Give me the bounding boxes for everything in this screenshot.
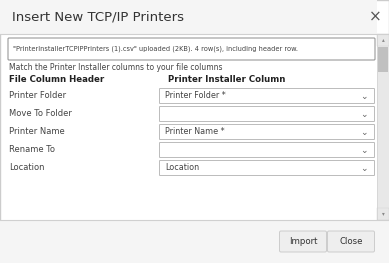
Text: ⌄: ⌄ <box>360 164 368 173</box>
Text: Close: Close <box>339 237 363 246</box>
Text: ▴: ▴ <box>382 38 384 43</box>
Bar <box>377 34 389 46</box>
Bar <box>377 34 389 220</box>
Bar <box>0 220 389 263</box>
Bar <box>378 47 388 72</box>
FancyBboxPatch shape <box>328 231 375 252</box>
Text: Printer Installer Column: Printer Installer Column <box>168 74 286 83</box>
Text: Printer Name *: Printer Name * <box>165 128 224 136</box>
FancyBboxPatch shape <box>159 124 375 139</box>
FancyBboxPatch shape <box>280 231 326 252</box>
Text: Printer Folder: Printer Folder <box>9 92 66 100</box>
Text: Printer Folder *: Printer Folder * <box>165 92 226 100</box>
Text: "PrinterInstallerTCPIPPrinters (1).csv" uploaded (2KB). 4 row(s), including head: "PrinterInstallerTCPIPPrinters (1).csv" … <box>13 46 298 52</box>
Text: Match the Printer Installer columns to your file columns: Match the Printer Installer columns to y… <box>9 63 223 73</box>
Text: ⌄: ⌄ <box>360 128 368 137</box>
Text: Move To Folder: Move To Folder <box>9 109 72 119</box>
FancyBboxPatch shape <box>159 107 375 122</box>
Text: Location: Location <box>9 164 44 173</box>
Text: ⌄: ⌄ <box>360 146 368 155</box>
Bar <box>0 0 377 34</box>
Text: ▾: ▾ <box>382 211 384 216</box>
FancyBboxPatch shape <box>159 143 375 158</box>
Text: Insert New TCP/IP Printers: Insert New TCP/IP Printers <box>12 11 184 23</box>
Text: ⌄: ⌄ <box>360 110 368 119</box>
Text: Rename To: Rename To <box>9 145 55 154</box>
Text: File Column Header: File Column Header <box>9 74 104 83</box>
FancyBboxPatch shape <box>159 160 375 175</box>
Text: ×: × <box>369 9 381 24</box>
Bar <box>377 208 389 220</box>
Text: Import: Import <box>289 237 317 246</box>
Text: Location: Location <box>165 164 199 173</box>
FancyBboxPatch shape <box>8 38 375 60</box>
Text: ⌄: ⌄ <box>360 92 368 101</box>
FancyBboxPatch shape <box>159 89 375 104</box>
Text: Printer Name: Printer Name <box>9 128 65 136</box>
